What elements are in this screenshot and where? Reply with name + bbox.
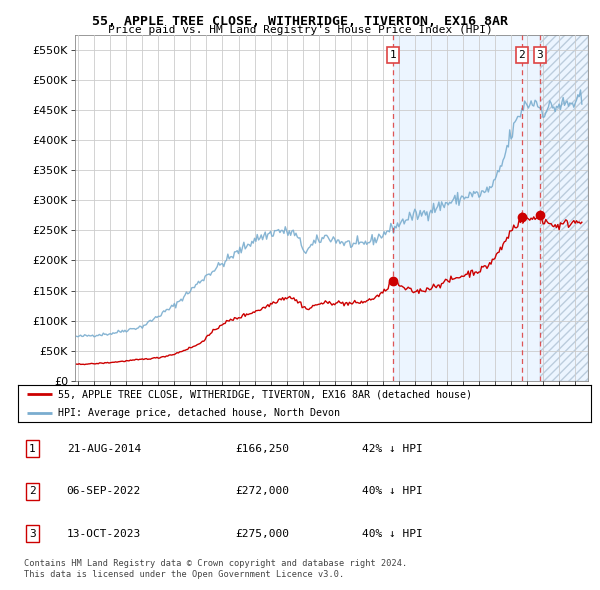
Text: Price paid vs. HM Land Registry's House Price Index (HPI): Price paid vs. HM Land Registry's House … (107, 25, 493, 35)
Text: 06-SEP-2022: 06-SEP-2022 (67, 486, 141, 496)
Text: 55, APPLE TREE CLOSE, WITHERIDGE, TIVERTON, EX16 8AR: 55, APPLE TREE CLOSE, WITHERIDGE, TIVERT… (92, 15, 508, 28)
Text: £272,000: £272,000 (236, 486, 290, 496)
Text: 42% ↓ HPI: 42% ↓ HPI (362, 444, 422, 454)
Bar (393, 35, 588, 381)
Text: 40% ↓ HPI: 40% ↓ HPI (362, 529, 422, 539)
Text: 13-OCT-2023: 13-OCT-2023 (67, 529, 141, 539)
Text: £166,250: £166,250 (236, 444, 290, 454)
Text: 3: 3 (536, 50, 543, 60)
Text: 21-AUG-2014: 21-AUG-2014 (67, 444, 141, 454)
Text: 2: 2 (518, 50, 526, 60)
Bar (540, 21, 588, 381)
Bar (540, 35, 588, 381)
Text: £275,000: £275,000 (236, 529, 290, 539)
Text: This data is licensed under the Open Government Licence v3.0.: This data is licensed under the Open Gov… (24, 571, 344, 579)
Text: 1: 1 (389, 50, 397, 60)
Text: 1: 1 (29, 444, 36, 454)
Text: 40% ↓ HPI: 40% ↓ HPI (362, 486, 422, 496)
Text: 55, APPLE TREE CLOSE, WITHERIDGE, TIVERTON, EX16 8AR (detached house): 55, APPLE TREE CLOSE, WITHERIDGE, TIVERT… (58, 389, 472, 399)
Text: 2: 2 (29, 486, 36, 496)
Text: HPI: Average price, detached house, North Devon: HPI: Average price, detached house, Nort… (58, 408, 340, 418)
Text: Contains HM Land Registry data © Crown copyright and database right 2024.: Contains HM Land Registry data © Crown c… (24, 559, 407, 568)
Text: 3: 3 (29, 529, 36, 539)
